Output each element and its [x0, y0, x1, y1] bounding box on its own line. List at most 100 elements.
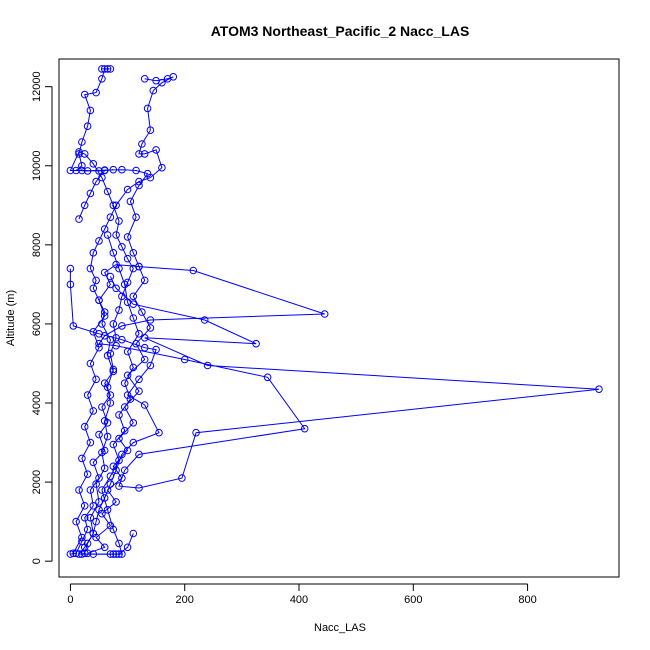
data-point	[140, 276, 149, 285]
data-point	[129, 249, 138, 257]
data-point	[146, 324, 155, 332]
data-point	[169, 73, 178, 81]
y-tick-label: 10000	[31, 150, 43, 181]
data-point	[123, 446, 132, 455]
data-point	[109, 365, 118, 374]
data-point	[86, 513, 95, 522]
data-point	[78, 533, 86, 542]
data-point	[106, 213, 115, 221]
data-point	[75, 550, 83, 558]
data-point	[106, 550, 115, 558]
data-point	[103, 231, 112, 239]
data-point	[115, 550, 123, 558]
data-point	[118, 322, 126, 330]
data-point	[158, 163, 166, 172]
data-point	[300, 424, 309, 433]
data-point	[112, 498, 120, 506]
data-point	[98, 65, 106, 73]
series-line	[69, 234, 160, 555]
data-point	[112, 466, 120, 475]
data-point	[83, 470, 92, 479]
y-axis: 0 2000 4000 6000 8000 10000 12000	[31, 71, 53, 564]
data-point	[95, 498, 103, 506]
data-point	[106, 272, 115, 281]
data-point	[109, 201, 118, 210]
data-point	[158, 78, 166, 87]
data-point	[103, 486, 112, 494]
data-point	[75, 150, 83, 158]
data-point	[120, 426, 129, 435]
data-point	[129, 264, 138, 273]
data-point	[95, 237, 103, 245]
data-point	[89, 458, 98, 467]
data-point	[92, 375, 100, 384]
data-point	[126, 395, 135, 403]
y-tick-label: 8000	[31, 233, 43, 257]
data-point	[92, 480, 100, 488]
data-point	[115, 482, 123, 490]
data-point	[95, 474, 103, 482]
data-point	[135, 330, 143, 338]
data-point	[140, 334, 149, 342]
data-point	[95, 296, 103, 305]
data-point	[140, 355, 149, 364]
data-point	[100, 417, 109, 425]
data-point	[129, 292, 138, 301]
data-point	[80, 90, 89, 99]
data-point	[103, 65, 112, 73]
series-layer	[66, 65, 603, 558]
data-point	[106, 65, 115, 73]
chart-title: ATOM3 Northeast_Pacific_2 Nacc_LAS	[211, 23, 470, 39]
data-point	[66, 264, 75, 273]
data-point	[112, 334, 120, 342]
data-point	[146, 126, 155, 134]
data-point	[118, 474, 126, 482]
data-point	[109, 440, 118, 449]
data-point	[129, 314, 138, 322]
data-point	[83, 122, 92, 130]
data-point	[129, 419, 138, 427]
data-point	[95, 167, 103, 175]
data-point	[146, 173, 155, 182]
data-point	[263, 373, 272, 382]
series-line	[70, 76, 174, 555]
data-point	[103, 506, 112, 514]
data-point	[92, 517, 100, 526]
x-axis-label: Nacc_LAS	[314, 622, 366, 634]
x-tick-label: 600	[404, 594, 422, 606]
data-point	[100, 543, 109, 552]
series-3	[69, 260, 603, 558]
series-5	[66, 148, 138, 558]
x-tick-label: 400	[290, 594, 308, 606]
data-point	[115, 217, 123, 225]
x-axis: 0 200 400 600 800	[67, 583, 537, 606]
data-point	[86, 359, 95, 368]
data-point	[103, 383, 112, 392]
data-point	[118, 165, 126, 174]
data-point	[106, 480, 115, 488]
plot-frame	[58, 58, 620, 578]
data-point	[98, 448, 106, 457]
data-point	[80, 513, 89, 522]
data-point	[86, 264, 95, 273]
data-point	[109, 165, 118, 174]
data-point	[152, 345, 160, 354]
series-4	[66, 231, 163, 558]
data-point	[140, 343, 149, 352]
data-point	[152, 146, 160, 154]
series-line	[72, 264, 600, 554]
data-point	[595, 385, 603, 394]
data-point	[100, 268, 109, 277]
data-point	[106, 391, 115, 399]
data-point	[132, 213, 140, 221]
data-point	[98, 486, 106, 494]
data-point	[123, 278, 132, 287]
data-point	[109, 525, 118, 534]
data-point	[95, 330, 103, 338]
data-point	[115, 456, 123, 465]
y-tick-label: 2000	[31, 470, 43, 494]
data-point	[146, 316, 155, 324]
data-point	[252, 339, 260, 348]
data-point	[98, 75, 106, 83]
data-point	[106, 399, 115, 407]
